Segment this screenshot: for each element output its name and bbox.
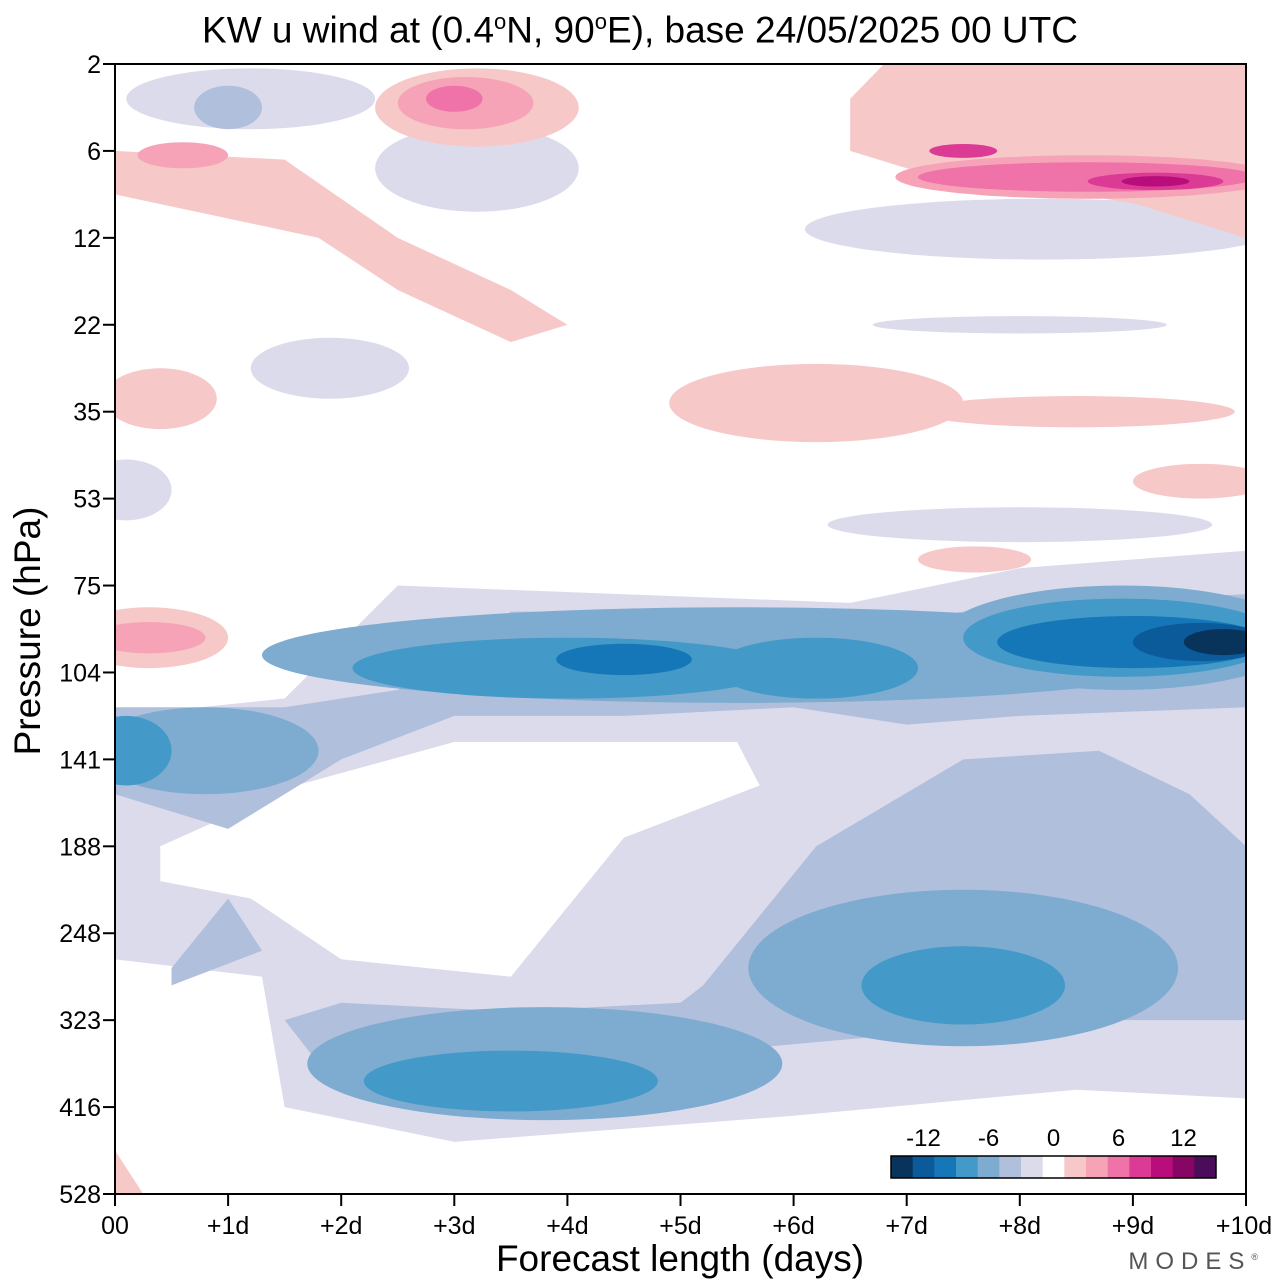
y-axis: 2 6 12 22 35 53 75 104 141 188 248 323 416 528 xyxy=(59,51,115,1209)
y-tick-label: 416 xyxy=(59,1094,101,1122)
contour-pos-4-diag xyxy=(137,142,229,169)
x-tick-label: +9d xyxy=(1112,1212,1154,1240)
contour-neg-upper-b xyxy=(375,124,579,212)
y-tick-label: 75 xyxy=(73,573,101,601)
x-tick-label: +10d xyxy=(1216,1212,1272,1240)
x-tick-label: +4d xyxy=(546,1212,588,1240)
contour-neg-8-lower-left xyxy=(363,1050,658,1112)
contour-neg-upper-h xyxy=(115,459,172,521)
x-tick-label: +3d xyxy=(433,1212,475,1240)
modes-logo: MODES® xyxy=(1128,1248,1258,1275)
y-tick-label: 104 xyxy=(59,659,101,687)
contour-neg-8-lower-right xyxy=(861,946,1066,1025)
contour-pos-2-mid-e xyxy=(918,546,1032,573)
x-tick-label: +2d xyxy=(320,1212,362,1240)
contour-neg-upper-g xyxy=(827,507,1213,543)
contour-neg-4-left xyxy=(171,898,263,986)
colorbar-label: 0 xyxy=(1047,1125,1060,1152)
contour-pos-8-upper-mid xyxy=(929,143,998,158)
colorbar-swatch xyxy=(1107,1156,1130,1178)
contour-neg-8-left xyxy=(115,715,172,786)
x-tick-label: +8d xyxy=(999,1212,1041,1240)
contour-pos-2-mid-a xyxy=(669,363,964,443)
colorbar-label: -12 xyxy=(906,1125,941,1152)
contour-pos-2-mid-c xyxy=(115,368,217,430)
x-tick-label: +7d xyxy=(885,1212,927,1240)
y-tick-label: 6 xyxy=(87,138,101,166)
colorbar-swatch xyxy=(1086,1156,1109,1178)
contour-neg-upper-d xyxy=(872,316,1167,334)
colorbar-swatch xyxy=(977,1156,1000,1178)
colorbar-label: 12 xyxy=(1170,1125,1197,1152)
y-tick-label: 188 xyxy=(59,833,101,861)
y-tick-label: 35 xyxy=(73,399,101,427)
y-tick-label: 248 xyxy=(59,920,101,948)
contour-pos-6-upper-left xyxy=(426,85,483,112)
colorbar-swatch xyxy=(1129,1156,1152,1178)
x-axis-label: Forecast length (days) xyxy=(495,1238,865,1279)
contour-pos-2-diag xyxy=(115,150,568,343)
colorbar-label: 6 xyxy=(1112,1125,1125,1152)
contour-neg-10-core-a xyxy=(556,643,692,676)
y-tick-label: 323 xyxy=(59,1007,101,1035)
contour-neg-14-core xyxy=(1183,629,1246,656)
colorbar-swatch xyxy=(891,1156,914,1178)
contour-fills xyxy=(115,64,1246,1194)
y-axis-label: Pressure (hPa) xyxy=(7,506,48,756)
contour-pos-4-left xyxy=(115,622,206,654)
contour-neg-upper-c xyxy=(804,198,1246,260)
contour-neg-8-band-mid xyxy=(714,637,919,699)
x-tick-label: +1d xyxy=(207,1212,249,1240)
y-tick-label: 528 xyxy=(59,1181,101,1209)
colorbar-swatch xyxy=(1021,1156,1044,1178)
colorbar-swatch xyxy=(934,1156,957,1178)
colorbar-swatch xyxy=(999,1156,1022,1178)
contour-pos-10-upper-right xyxy=(1121,176,1190,187)
y-tick-label: 141 xyxy=(59,746,101,774)
x-tick-label: +5d xyxy=(659,1212,701,1240)
colorbar-frame xyxy=(890,1155,1217,1179)
chart-title: KW u wind at (0.4oN, 90oE), base 24/05/2… xyxy=(202,9,1078,51)
colorbar: -12 -6 0 6 12 xyxy=(890,1125,1217,1179)
contour-pos-2-mid-b xyxy=(918,396,1235,428)
y-tick-label: 2 xyxy=(87,51,101,79)
contour-pos-2-mid-d xyxy=(1132,463,1246,499)
colorbar-swatch xyxy=(1172,1156,1195,1178)
contour-zero-hole xyxy=(160,742,760,977)
colorbar-swatch xyxy=(1042,1156,1065,1178)
y-tick-label: 53 xyxy=(73,486,101,514)
contour-pos-2-surface-left xyxy=(115,1150,144,1194)
x-axis: 00 +1d +2d +3d +4d +5d +6d +7d +8d +9d +10d xyxy=(101,1194,1272,1240)
colorbar-swatch xyxy=(1151,1156,1174,1178)
y-tick-label: 22 xyxy=(73,312,101,340)
colorbar-swatch xyxy=(912,1156,935,1178)
x-tick-label: +6d xyxy=(772,1212,814,1240)
colorbar-label: -6 xyxy=(978,1125,999,1152)
x-tick-label: 00 xyxy=(101,1212,129,1240)
colorbar-swatch xyxy=(956,1156,979,1178)
contour-neg-upper-f xyxy=(250,337,410,399)
colorbar-swatch xyxy=(1064,1156,1087,1178)
y-tick-label: 12 xyxy=(73,225,101,253)
contour-neg-6-left xyxy=(115,707,319,795)
contour-neg-upper-k xyxy=(194,85,263,130)
colorbar-swatch xyxy=(1194,1156,1217,1178)
